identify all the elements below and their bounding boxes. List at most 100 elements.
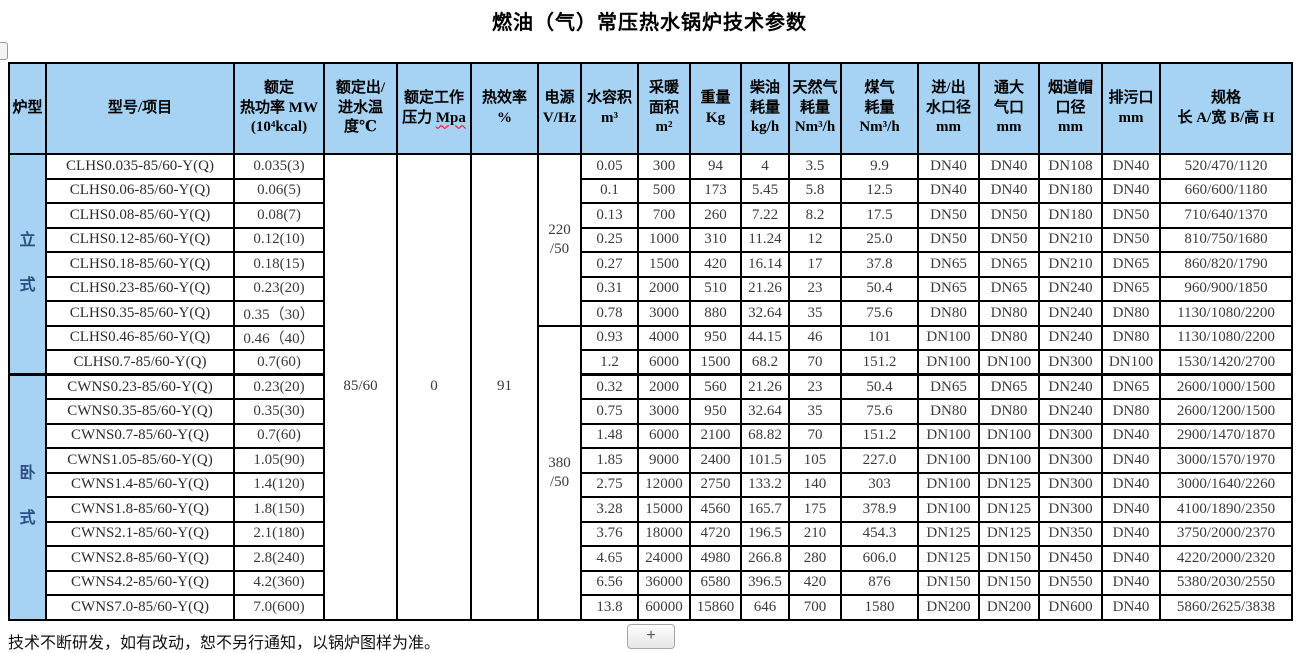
volume-cell: 0.25 xyxy=(580,226,639,253)
spellcheck-squiggle: Mpa xyxy=(435,109,466,126)
coal-gas-cell: 378.9 xyxy=(840,496,919,523)
vent-cell: DN80 xyxy=(978,324,1040,351)
natural-gas-cell: 140 xyxy=(788,471,842,498)
page-title: 燃油（气）常压热水锅炉技术参数 xyxy=(492,12,807,34)
natural-gas-cell: 175 xyxy=(788,496,842,523)
volume-cell: 3.28 xyxy=(580,496,639,523)
table-row: CLHS0.18-85/60-Y(Q) 0.18(15) 0.27 1500 420 16… xyxy=(9,251,1293,278)
rated-power-cell: 4.2(360) xyxy=(233,569,325,596)
weight-cell: 420 xyxy=(689,251,742,278)
inlet-outlet-cell: DN125 xyxy=(917,545,980,572)
inlet-outlet-cell: DN100 xyxy=(917,349,980,376)
natural-gas-cell: 5.8 xyxy=(788,177,842,204)
dims-cell: 2600/1000/1500 xyxy=(1159,373,1293,400)
coal-gas-cell: 151.2 xyxy=(840,349,919,376)
col-header-rated-power: 额定 热功率 MW (10⁴kcal) xyxy=(233,62,325,155)
weight-cell: 950 xyxy=(689,398,742,425)
dims-cell: 2900/1470/1870 xyxy=(1159,422,1293,449)
diesel-cell: 16.14 xyxy=(740,251,790,278)
diesel-cell: 68.2 xyxy=(740,349,790,376)
dims-cell: 710/640/1370 xyxy=(1159,202,1293,229)
table-add-button[interactable]: + xyxy=(627,624,675,649)
col-header-efficiency: 热效率 % xyxy=(470,62,539,155)
chimney-cell: DN240 xyxy=(1038,373,1103,400)
model-cell: CLHS0.06-85/60-Y(Q) xyxy=(45,177,235,204)
model-cell: CWNS7.0-85/60-Y(Q) xyxy=(45,594,235,621)
efficiency-cell: 91 xyxy=(470,153,539,621)
vent-cell: DN150 xyxy=(978,545,1040,572)
area-cell: 4000 xyxy=(637,324,691,351)
coal-gas-cell: 606.0 xyxy=(840,545,919,572)
chimney-cell: DN450 xyxy=(1038,545,1103,572)
weight-cell: 173 xyxy=(689,177,742,204)
weight-cell: 15860 xyxy=(689,594,742,621)
inlet-outlet-cell: DN80 xyxy=(917,300,980,327)
coal-gas-cell: 50.4 xyxy=(840,275,919,302)
col-header-heating-area: 采暖 面积 m² xyxy=(637,62,691,155)
boiler-parameters-table: 炉型 型号/项目 额定 热功率 MW (10⁴kcal) 额定出/ 进水温 度℃… xyxy=(8,62,1293,621)
diesel-cell: 646 xyxy=(740,594,790,621)
col-header-furnace-type: 炉型 xyxy=(8,62,47,155)
vent-cell: DN40 xyxy=(978,153,1040,180)
inlet-outlet-cell: DN65 xyxy=(917,373,980,400)
model-cell: CWNS2.1-85/60-Y(Q) xyxy=(45,520,235,547)
weight-cell: 260 xyxy=(689,202,742,229)
weight-cell: 310 xyxy=(689,226,742,253)
model-cell: CLHS0.18-85/60-Y(Q) xyxy=(45,251,235,278)
table-row: CLHS0.06-85/60-Y(Q) 0.06(5) 0.1 500 173 5.45 5… xyxy=(9,177,1293,204)
table-row: CWNS1.05-85/60-Y(Q) 1.05(90) 1.85 9000 2400 1… xyxy=(9,447,1293,474)
rated-power-cell: 0.46（40） xyxy=(233,324,325,351)
side-handle[interactable] xyxy=(0,42,8,60)
inlet-outlet-cell: DN100 xyxy=(917,496,980,523)
model-cell: CLHS0.035-85/60-Y(Q) xyxy=(45,153,235,180)
vent-cell: DN150 xyxy=(978,569,1040,596)
table-row: CWNS2.8-85/60-Y(Q) 2.8(240) 4.65 24000 4980 2… xyxy=(9,545,1293,572)
area-cell: 2000 xyxy=(637,275,691,302)
rated-power-cell: 0.7(60) xyxy=(233,422,325,449)
furnace-type-cell: 卧 式 xyxy=(8,373,47,621)
rated-power-cell: 0.23(20) xyxy=(233,373,325,400)
volume-cell: 6.56 xyxy=(580,569,639,596)
table-body: 立 式 CLHS0.035-85/60-Y(Q) 0.035(3) 85/60 0 91 2… xyxy=(8,153,1293,621)
drain-cell: DN40 xyxy=(1101,496,1161,523)
volume-cell: 0.93 xyxy=(580,324,639,351)
natural-gas-cell: 12 xyxy=(788,226,842,253)
model-cell: CLHS0.46-85/60-Y(Q) xyxy=(45,324,235,351)
model-cell: CWNS4.2-85/60-Y(Q) xyxy=(45,569,235,596)
weight-cell: 880 xyxy=(689,300,742,327)
dims-cell: 860/820/1790 xyxy=(1159,251,1293,278)
model-cell: CWNS0.35-85/60-Y(Q) xyxy=(45,398,235,425)
col-header-diesel-consumption: 柴油 耗量 kg/h xyxy=(740,62,790,155)
drain-cell: DN65 xyxy=(1101,251,1161,278)
dims-cell: 3000/1640/2260 xyxy=(1159,471,1293,498)
coal-gas-cell: 50.4 xyxy=(840,373,919,400)
drain-cell: DN40 xyxy=(1101,422,1161,449)
coal-gas-cell: 75.6 xyxy=(840,300,919,327)
drain-cell: DN40 xyxy=(1101,520,1161,547)
area-cell: 6000 xyxy=(637,422,691,449)
footer-note: 技术不断研发，如有改动，恕不另行通知，以锅炉图样为准。 xyxy=(8,635,441,652)
rated-power-cell: 1.8(150) xyxy=(233,496,325,523)
volume-cell: 0.78 xyxy=(580,300,639,327)
drain-cell: DN40 xyxy=(1101,594,1161,621)
natural-gas-cell: 70 xyxy=(788,422,842,449)
drain-cell: DN65 xyxy=(1101,275,1161,302)
natural-gas-cell: 420 xyxy=(788,569,842,596)
rated-power-cell: 0.06(5) xyxy=(233,177,325,204)
table-row: CLHS0.12-85/60-Y(Q) 0.12(10) 0.25 1000 310 11… xyxy=(9,226,1293,253)
rated-power-cell: 0.35(30) xyxy=(233,398,325,425)
chimney-cell: DN240 xyxy=(1038,398,1103,425)
vent-cell: DN125 xyxy=(978,520,1040,547)
inlet-outlet-cell: DN40 xyxy=(917,153,980,180)
vent-cell: DN100 xyxy=(978,422,1040,449)
table-row: CWNS1.8-85/60-Y(Q) 1.8(150) 3.28 15000 4560 1… xyxy=(9,496,1293,523)
col-header-chimney-cap-diameter: 烟道帽 口径 mm xyxy=(1038,62,1103,155)
area-cell: 24000 xyxy=(637,545,691,572)
inlet-outlet-cell: DN65 xyxy=(917,275,980,302)
diesel-cell: 133.2 xyxy=(740,471,790,498)
volume-cell: 0.75 xyxy=(580,398,639,425)
area-cell: 300 xyxy=(637,153,691,180)
chimney-cell: DN300 xyxy=(1038,496,1103,523)
drain-cell: DN80 xyxy=(1101,398,1161,425)
inlet-outlet-cell: DN40 xyxy=(917,177,980,204)
